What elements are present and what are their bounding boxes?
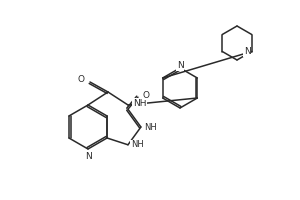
Text: NH: NH (133, 98, 146, 108)
Text: O: O (143, 91, 150, 100)
Text: N: N (85, 152, 92, 161)
Text: NH: NH (144, 123, 157, 132)
Text: NH: NH (131, 140, 144, 149)
Text: O: O (78, 75, 85, 84)
Text: N: N (244, 47, 251, 56)
Text: N: N (177, 62, 183, 71)
